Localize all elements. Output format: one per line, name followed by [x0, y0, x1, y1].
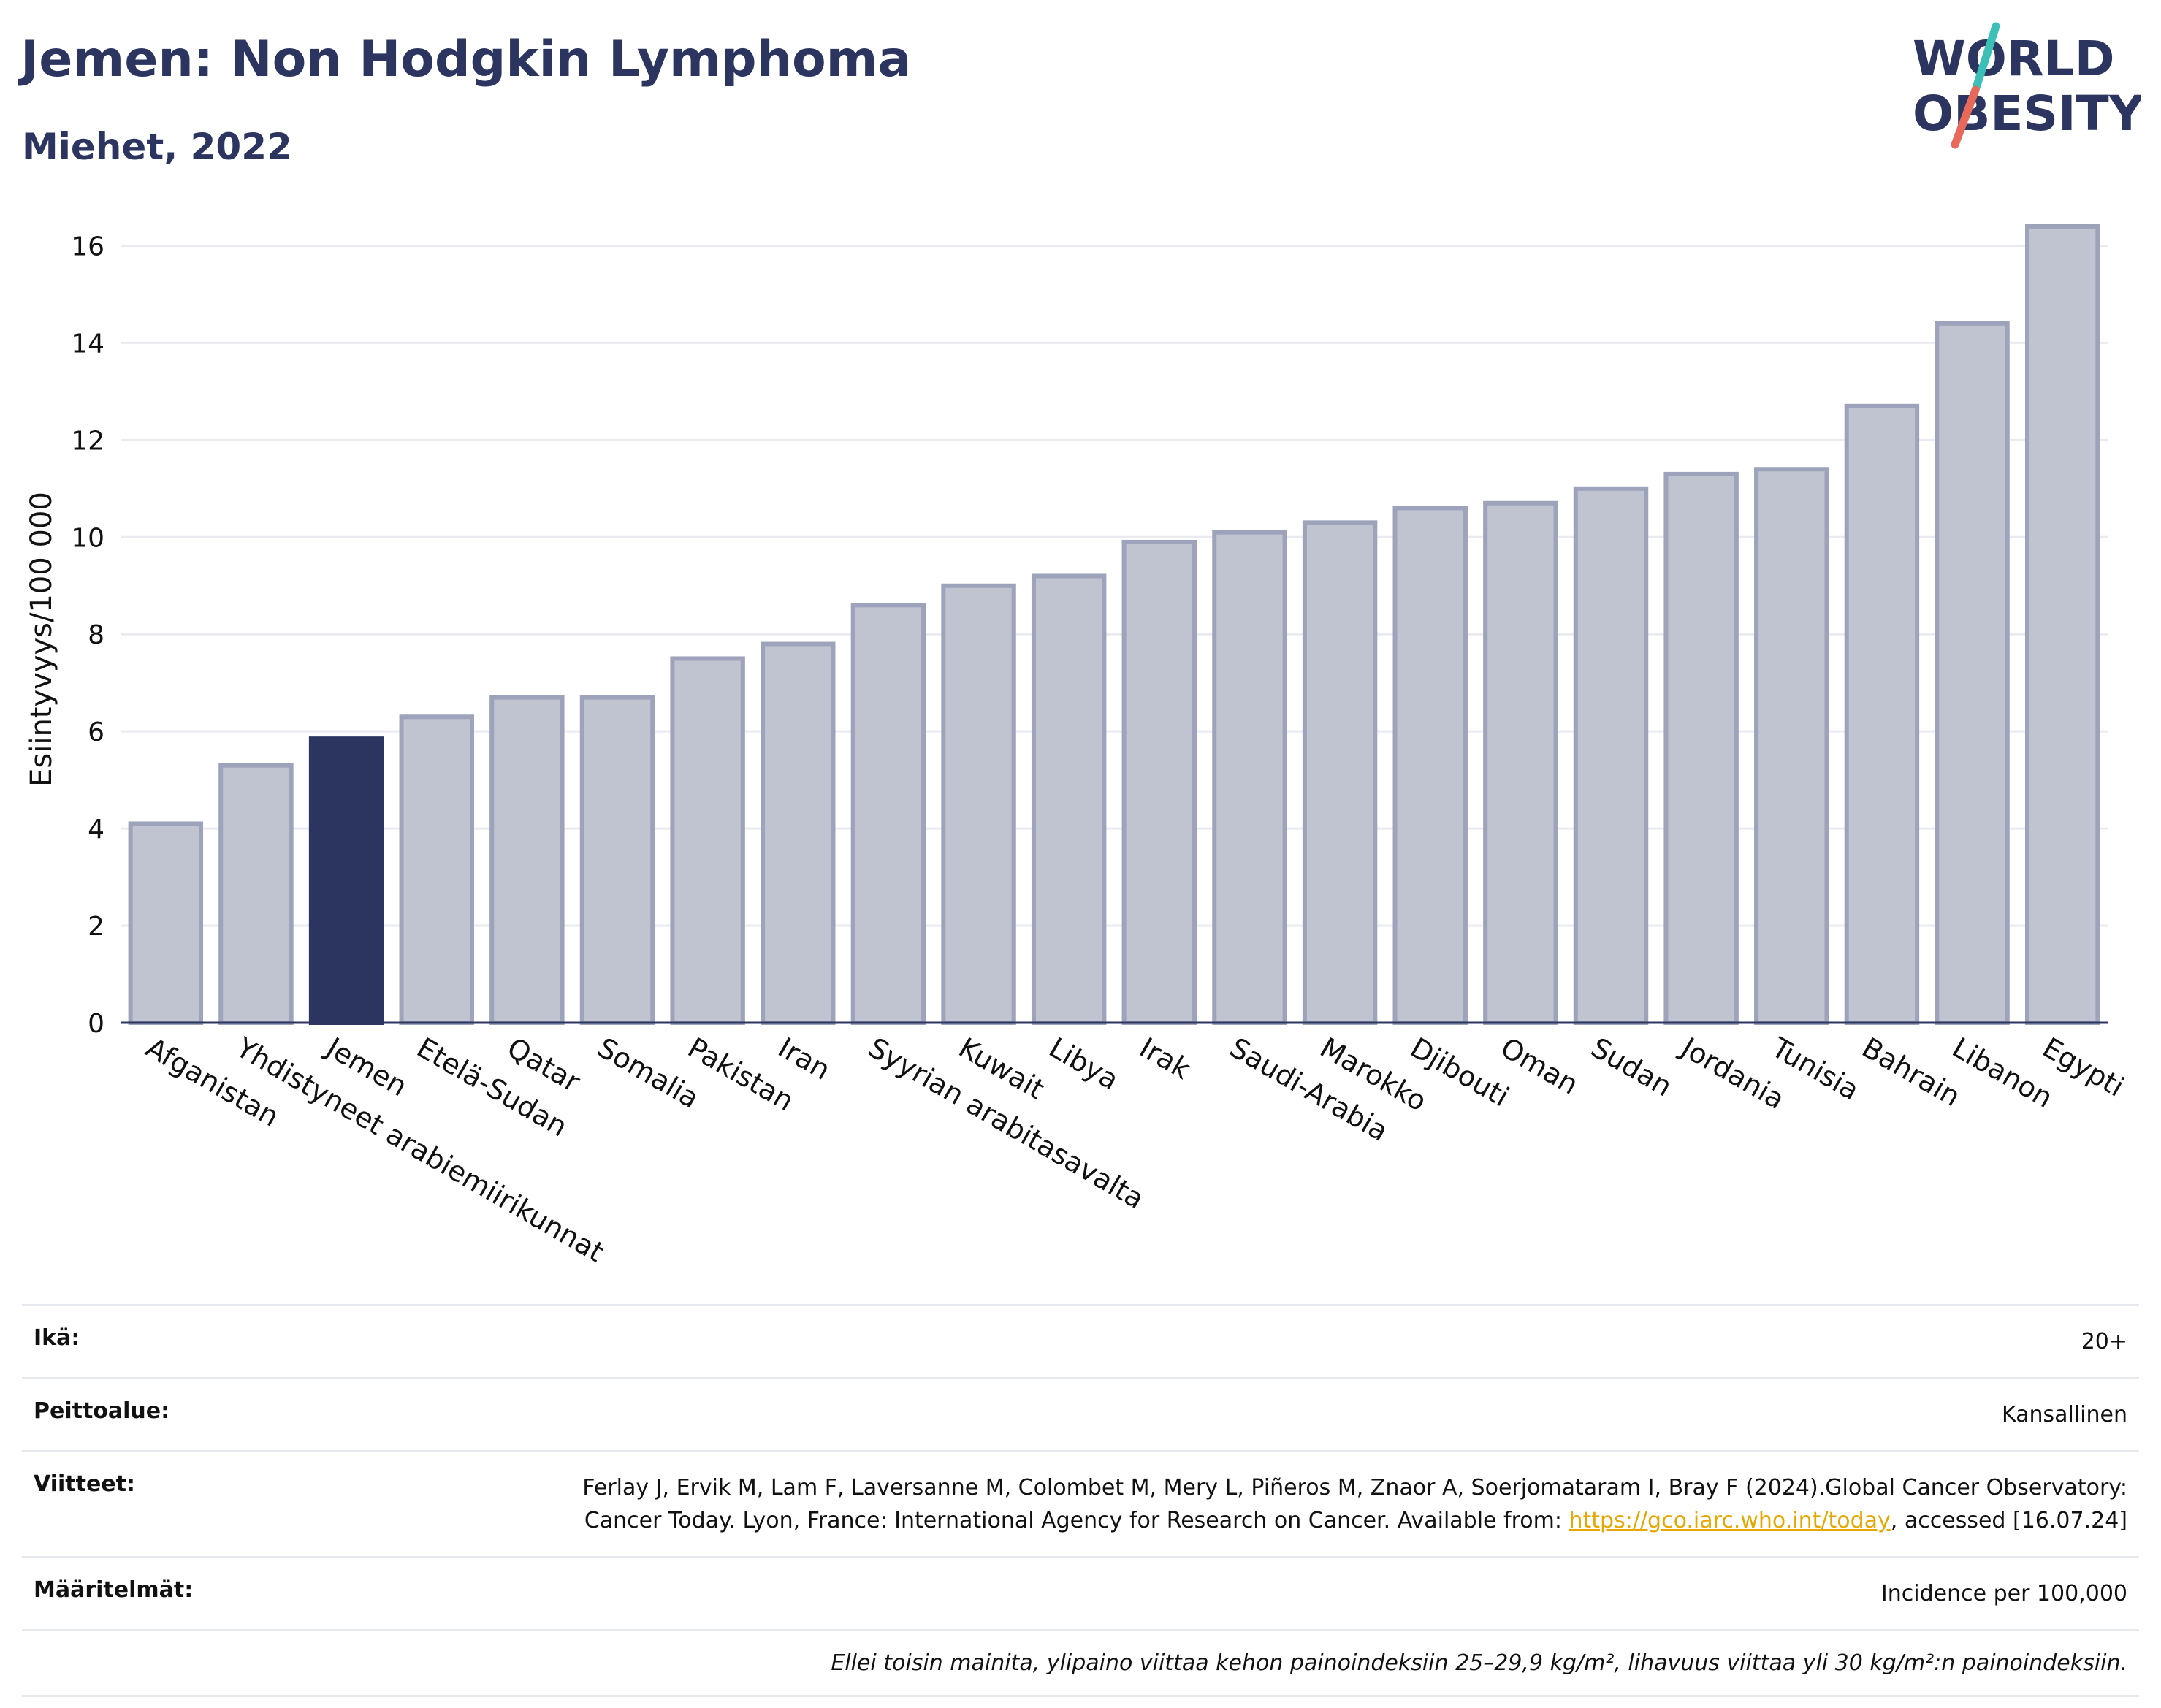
y-tick-label: 8 — [88, 620, 104, 650]
bar — [1302, 520, 1378, 1025]
coverage-value: Kansallinen — [2001, 1402, 2127, 1427]
x-tick-label: Libanon — [1947, 1032, 2058, 1114]
bar — [1121, 539, 1197, 1025]
age-label: Ikä: — [34, 1325, 80, 1351]
info-table: Ikä: 20+ Peittoalue: Kansallinen Viittee… — [22, 1304, 2139, 1697]
bar — [1212, 530, 1287, 1025]
bar — [761, 641, 836, 1025]
chart-subtitle: Miehet, 2022 — [22, 126, 292, 168]
references-label: Viitteet: — [34, 1471, 135, 1497]
info-row-coverage: Peittoalue: Kansallinen — [22, 1377, 2139, 1450]
x-tick-label: Bahrain — [1856, 1032, 1965, 1113]
bar — [489, 695, 565, 1025]
references-suffix: , accessed [16.07.24] — [1890, 1508, 2127, 1533]
y-tick-label: 16 — [71, 232, 104, 262]
bar — [1844, 403, 1920, 1025]
logo-slash-bottom — [1951, 85, 1980, 149]
info-row-age: Ikä: 20+ — [22, 1304, 2139, 1377]
y-tick-label: 2 — [88, 912, 104, 942]
bars — [128, 224, 2100, 1026]
bar — [1663, 471, 1739, 1025]
bar — [850, 603, 926, 1025]
info-row-note: Ellei toisin mainita, ylipaino viittaa k… — [22, 1629, 2139, 1697]
bar — [1392, 506, 1468, 1025]
bar — [941, 583, 1016, 1025]
bar — [1483, 500, 1558, 1025]
chart-title: Jemen: Non Hodgkin Lymphoma — [20, 31, 912, 88]
logo-slash-top — [1971, 22, 2000, 94]
bar — [399, 714, 474, 1025]
bar — [670, 656, 745, 1025]
definitions-label: Määritelmät: — [34, 1577, 194, 1603]
bar — [1754, 467, 1829, 1025]
x-tick-label: Jordania — [1674, 1031, 1790, 1116]
x-tick-label: Irak — [1134, 1032, 1195, 1086]
bar-highlight — [308, 736, 384, 1025]
references-value: Ferlay J, Ervik M, Lam F, Laversanne M, … — [520, 1471, 2127, 1537]
y-tick-label: 10 — [71, 523, 104, 553]
x-tick-label: Sudan — [1586, 1032, 1678, 1103]
x-tick-label: Somalia — [592, 1032, 705, 1115]
x-tick-label: Etelä-Sudan — [411, 1032, 573, 1143]
references-link[interactable]: https://gco.iarc.who.int/today — [1569, 1508, 1891, 1533]
bar — [218, 763, 294, 1026]
y-tick-label: 14 — [71, 329, 104, 359]
info-row-references: Viitteet: Ferlay J, Ervik M, Lam F, Lave… — [22, 1450, 2139, 1556]
references-text: Ferlay J, Ervik M, Lam F, Laversanne M, … — [582, 1475, 2127, 1533]
bar — [1031, 573, 1107, 1025]
logo-text-obesity: OBESITY — [1913, 85, 2141, 142]
coverage-label: Peittoalue: — [34, 1398, 170, 1424]
bar — [128, 821, 204, 1025]
y-axis-label: Esiintyvyys/100 000 — [25, 492, 58, 787]
y-tick-label: 0 — [88, 1009, 104, 1039]
logo-text-world: WORLD — [1913, 31, 2115, 87]
bar — [2024, 224, 2100, 1026]
obesity-definition-note: Ellei toisin mainita, ylipaino viittaa k… — [831, 1650, 2127, 1676]
x-tick-label: Iran — [773, 1032, 836, 1086]
definitions-value: Incidence per 100,000 — [1880, 1581, 2127, 1606]
bar — [1935, 321, 2010, 1025]
y-tick-label: 4 — [88, 815, 104, 845]
bar — [1573, 486, 1649, 1025]
y-tick-labels: 0 2 4 6 8 10 12 14 16 — [71, 232, 104, 1039]
world-obesity-logo: WORLD OBESITY — [1913, 22, 2141, 149]
age-value: 20+ — [2081, 1329, 2127, 1354]
info-row-definitions: Määritelmät: Incidence per 100,000 — [22, 1556, 2139, 1629]
y-tick-label: 12 — [71, 426, 104, 456]
bar — [579, 695, 655, 1025]
x-tick-label: Libya — [1044, 1032, 1124, 1097]
y-tick-label: 6 — [88, 717, 104, 747]
